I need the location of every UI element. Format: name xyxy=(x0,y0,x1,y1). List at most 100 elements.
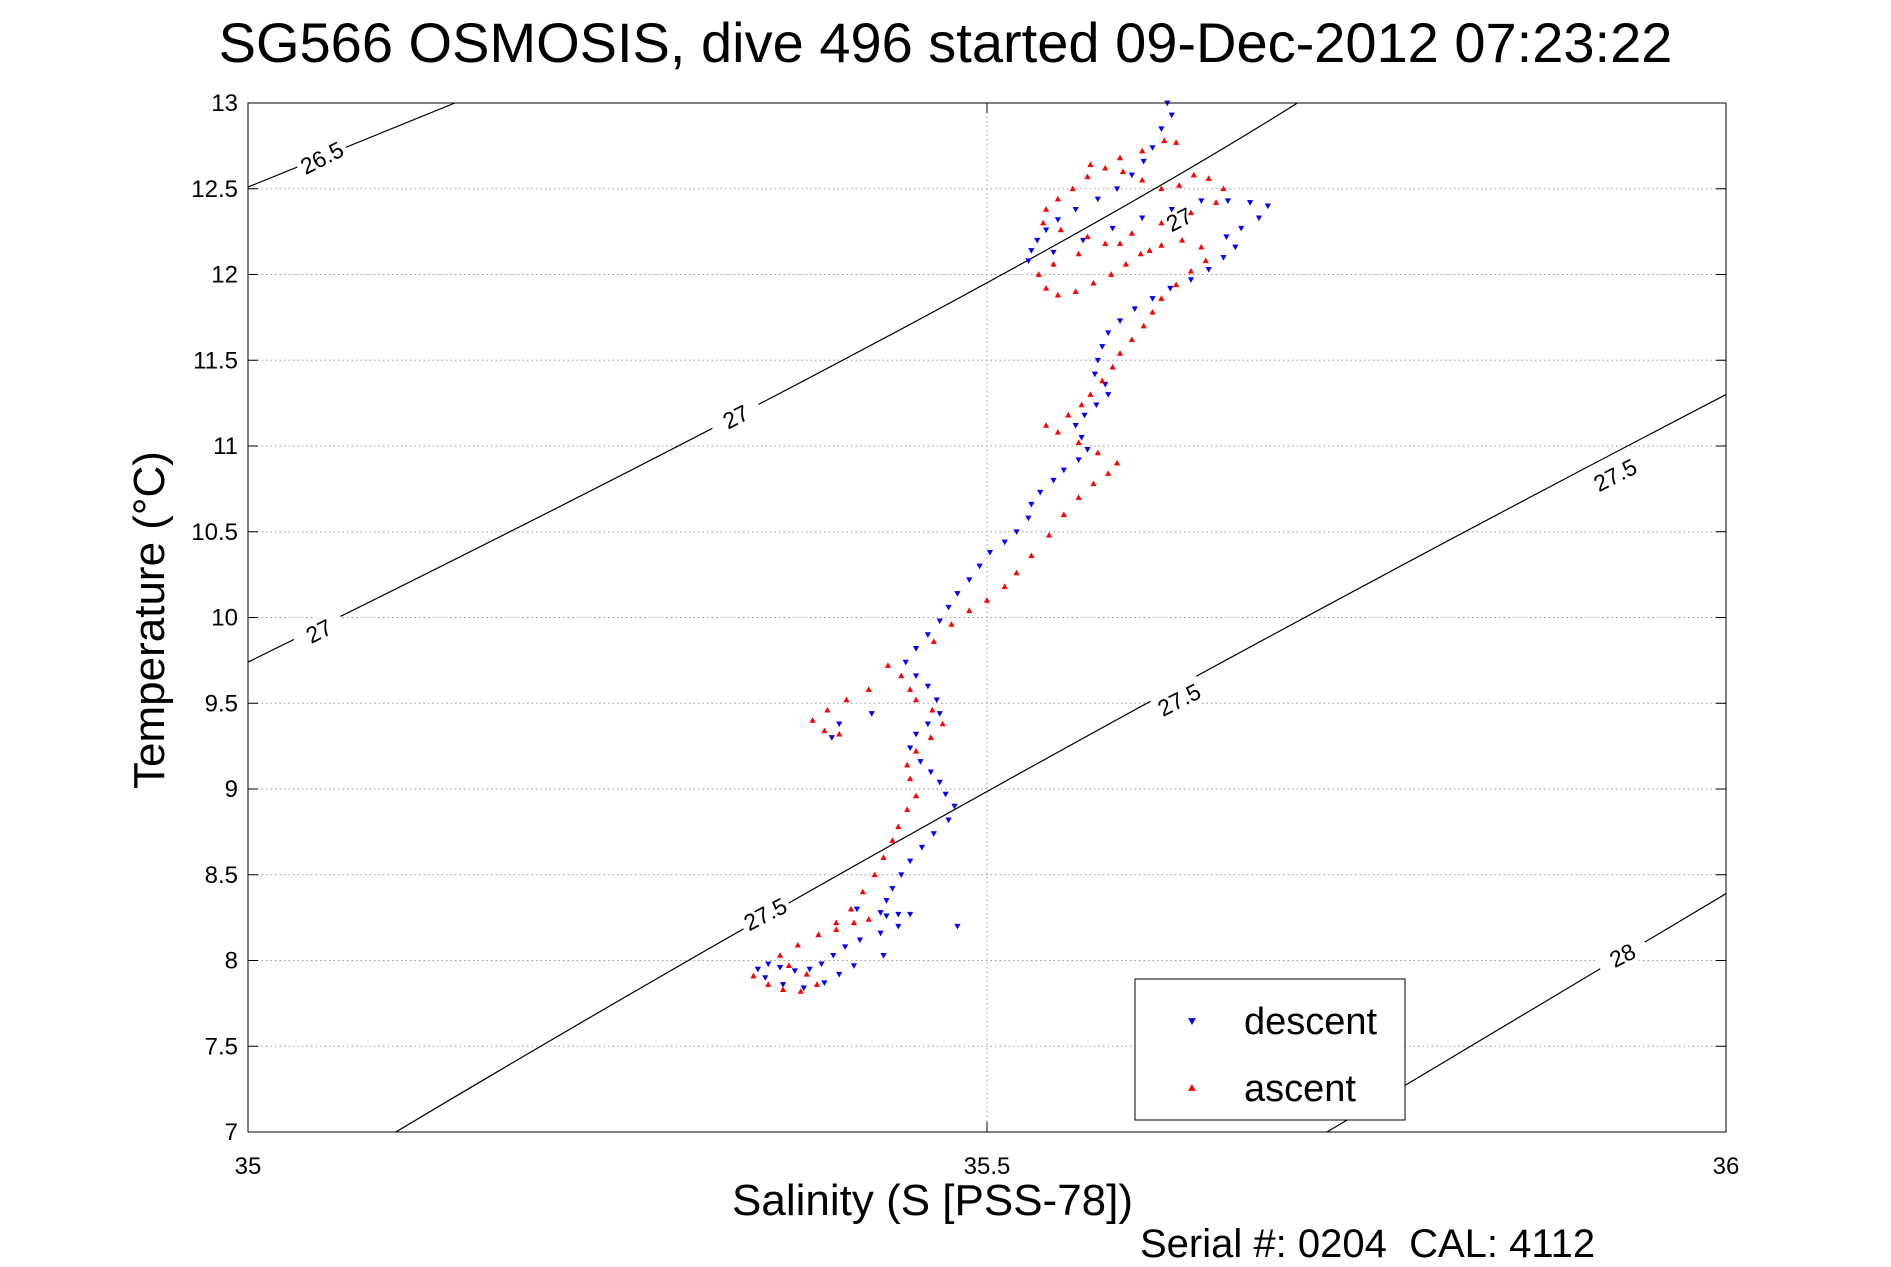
ascent-point xyxy=(833,919,840,926)
descent-point xyxy=(986,549,994,556)
ascent-point xyxy=(836,730,843,737)
ascent-point xyxy=(930,638,937,644)
descent-point xyxy=(791,968,798,975)
legend: descent ascent xyxy=(1134,978,1406,1121)
descent-point xyxy=(836,721,843,728)
ascent-point xyxy=(1054,429,1062,435)
descent-point xyxy=(828,735,835,741)
descent-point xyxy=(924,632,931,638)
ascent-point xyxy=(929,706,936,713)
ascent-point xyxy=(1090,480,1097,487)
ascent-point xyxy=(871,871,878,878)
ascent-point xyxy=(765,981,772,987)
descent-point xyxy=(877,910,884,916)
descent-point xyxy=(1050,249,1057,256)
ascent-point xyxy=(1087,161,1094,168)
descent-point xyxy=(800,985,807,992)
y-tick-label: 10 xyxy=(211,605,238,632)
ascent-point xyxy=(1137,250,1144,257)
y-tick-label: 10.5 xyxy=(191,519,238,546)
descent-point xyxy=(895,911,902,918)
ascent-point xyxy=(1116,154,1124,161)
descent-point xyxy=(836,971,843,978)
descent-point xyxy=(1220,254,1227,261)
isopycnal-26.5 xyxy=(248,103,456,188)
descent-point xyxy=(1232,244,1239,251)
isopycnal-label-bg xyxy=(706,392,765,440)
ascent-point xyxy=(815,931,822,938)
ascent-point xyxy=(1035,271,1042,277)
legend-box xyxy=(1134,978,1406,1121)
descent-point xyxy=(1128,172,1135,179)
descent-point xyxy=(1131,306,1138,313)
descent-point xyxy=(1149,296,1156,302)
descent-point xyxy=(942,791,949,798)
ascent-point xyxy=(1116,240,1124,247)
data-points xyxy=(750,100,1271,994)
ascent-point xyxy=(1069,185,1076,192)
ascent-point xyxy=(1187,267,1195,274)
ascent-point xyxy=(1158,242,1165,248)
y-tick-label: 8 xyxy=(225,948,238,975)
ascent-point xyxy=(1078,401,1085,408)
ascent-point xyxy=(1013,569,1020,576)
descent-point xyxy=(907,858,914,865)
descent-point xyxy=(1025,258,1032,264)
legend-label-ascent: ascent xyxy=(1244,1068,1356,1110)
y-tick-label: 12.5 xyxy=(191,176,238,203)
ascent-point xyxy=(904,761,911,768)
ascent-point xyxy=(779,986,787,993)
descent-point xyxy=(912,645,920,652)
isopycnal-label-bg xyxy=(1593,931,1652,978)
ascent-point xyxy=(895,823,902,830)
isopycnal-label-bg xyxy=(289,606,348,654)
descent-point xyxy=(1079,237,1087,244)
descent-point xyxy=(806,966,813,973)
descent-point xyxy=(1140,158,1147,165)
descent-point xyxy=(1054,217,1062,223)
descent-point xyxy=(1078,435,1085,441)
descent-point xyxy=(895,923,902,930)
legend-marker-descent xyxy=(1188,1018,1196,1026)
isopycnal-label-bg xyxy=(1585,450,1644,498)
descent-point xyxy=(1037,489,1044,496)
ascent-point xyxy=(927,734,934,740)
descent-point xyxy=(1238,225,1245,232)
descent-point xyxy=(818,961,825,968)
ascent-point xyxy=(1028,552,1035,559)
ascent-point xyxy=(1202,257,1209,264)
descent-point xyxy=(883,913,890,920)
descent-point xyxy=(1224,198,1232,204)
ascent-point xyxy=(1149,309,1156,315)
ascent-point xyxy=(983,597,991,603)
ascent-point xyxy=(1128,230,1135,236)
descent-point xyxy=(1001,539,1008,546)
ascent-point xyxy=(889,837,896,843)
descent-point xyxy=(1102,381,1109,388)
descent-point xyxy=(1094,196,1101,203)
isopycnal-label-bg xyxy=(1149,675,1208,723)
ascent-point xyxy=(1090,279,1097,286)
descent-point xyxy=(1034,237,1041,244)
grid xyxy=(247,102,1727,1133)
ascent-point xyxy=(803,971,810,977)
descent-point xyxy=(1187,277,1195,283)
ascent-point xyxy=(785,962,793,969)
descent-point xyxy=(1167,285,1174,292)
descent-point xyxy=(1168,112,1175,119)
ascent-point xyxy=(1045,531,1053,538)
ascent-point xyxy=(1108,271,1115,277)
descent-point xyxy=(976,563,983,570)
descent-point xyxy=(1255,215,1263,222)
ascent-point xyxy=(1001,583,1008,590)
ascent-point xyxy=(1057,226,1065,233)
descent-point xyxy=(850,963,858,969)
ascent-point xyxy=(948,621,955,627)
ascent-point xyxy=(912,696,920,703)
descent-point xyxy=(776,964,784,971)
descent-point xyxy=(1060,467,1067,474)
y-tick-label: 8.5 xyxy=(205,862,238,889)
descent-point xyxy=(907,745,914,752)
descent-point xyxy=(754,966,762,973)
ascent-point xyxy=(1109,363,1116,370)
